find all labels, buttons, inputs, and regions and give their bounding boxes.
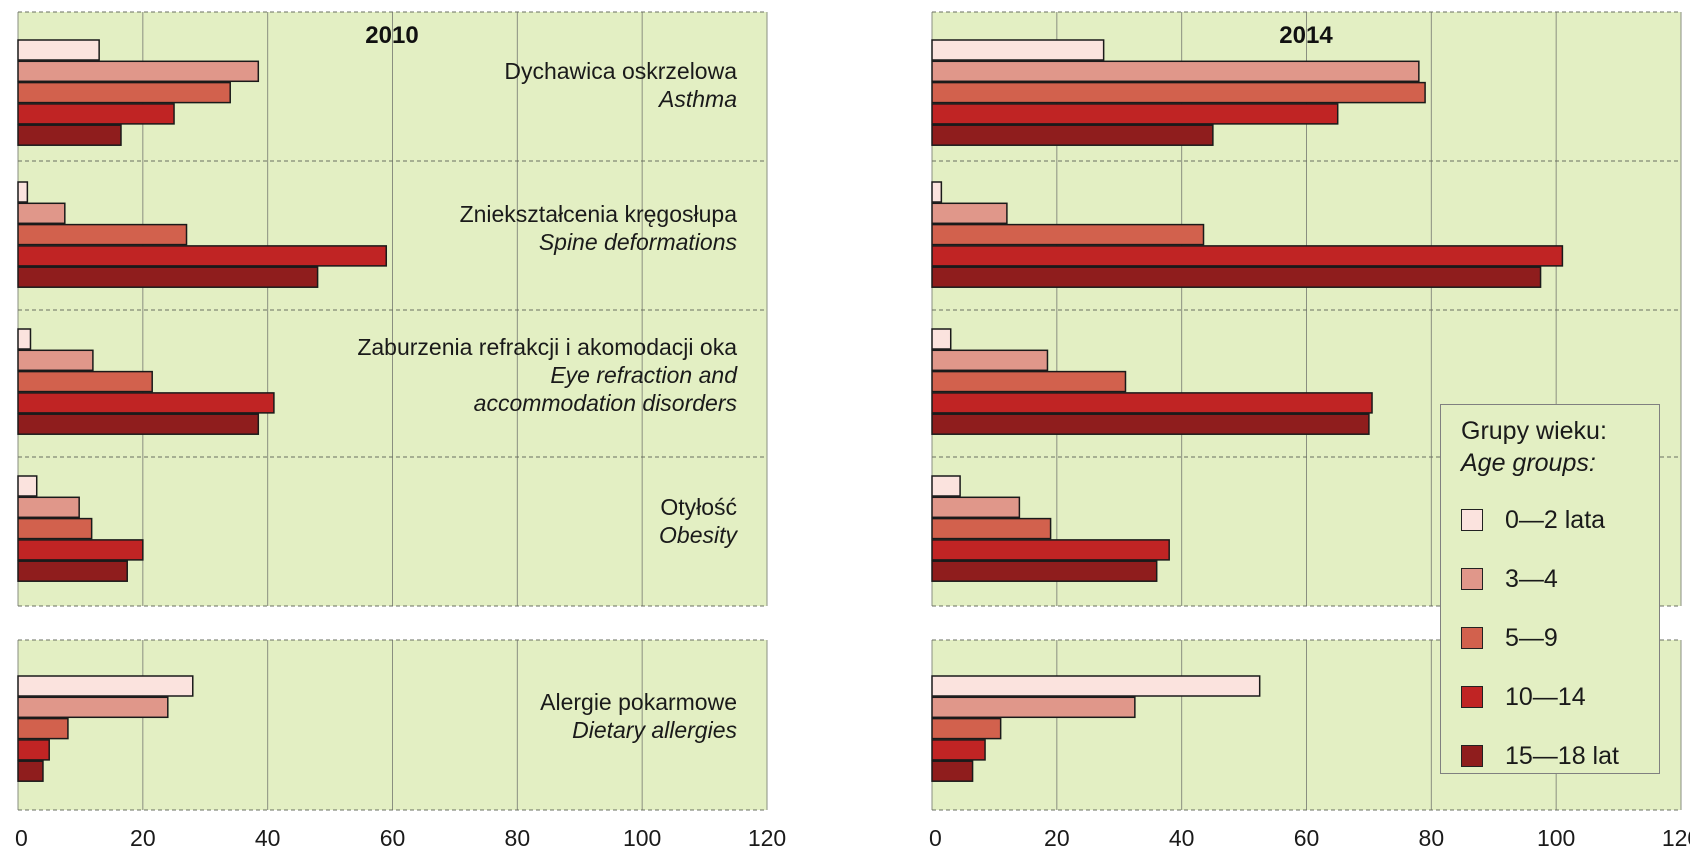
- bar: [931, 266, 1542, 288]
- legend-swatch: [1461, 509, 1483, 531]
- category-label-pl: Alergie pokarmowe: [540, 689, 737, 715]
- bar: [931, 739, 986, 761]
- legend-item: 0—2 lata: [1461, 505, 1606, 534]
- legend-label: 10—14: [1505, 682, 1586, 711]
- x-tick-label: 100: [623, 825, 661, 851]
- bar: [17, 560, 128, 582]
- x-tick-label: 120: [1662, 825, 1690, 851]
- legend-item: 3—4: [1461, 564, 1558, 593]
- bar: [931, 370, 1127, 393]
- x-tick-label: 60: [380, 825, 406, 851]
- legend-swatch: [1461, 745, 1483, 767]
- bar: [17, 496, 80, 519]
- bar: [931, 760, 974, 782]
- bar: [17, 539, 144, 561]
- bar: [17, 81, 231, 104]
- bar: [931, 496, 1021, 519]
- bar: [931, 675, 1261, 697]
- category-label-en: Obesity: [659, 522, 738, 548]
- x-tick-label: 120: [748, 825, 786, 851]
- x-tick-label: 20: [130, 825, 156, 851]
- x-tick-label: 80: [505, 825, 531, 851]
- category-label-pl: Dychawica oskrzelowa: [504, 58, 737, 84]
- bar: [17, 717, 69, 740]
- legend-swatch: [1461, 627, 1483, 649]
- legend-item: 10—14: [1461, 682, 1586, 711]
- chart-title: 2010: [365, 22, 418, 49]
- legend-item: 5—9: [1461, 623, 1558, 652]
- legend: Grupy wieku: Age groups: 0—2 lata 3—4 5—…: [1440, 404, 1660, 774]
- bar: [17, 675, 194, 697]
- legend-swatch: [1461, 568, 1483, 590]
- bar: [17, 517, 93, 540]
- legend-label: 15—18 lat: [1505, 741, 1619, 770]
- bar: [931, 413, 1370, 435]
- x-tick-label: 80: [1419, 825, 1445, 851]
- category-label-en: Dietary allergies: [572, 717, 737, 743]
- bar: [931, 202, 1008, 225]
- x-tick-label: 0: [929, 825, 942, 851]
- bar: [17, 328, 32, 350]
- x-tick-label: 0: [15, 825, 28, 851]
- category-label-en: Asthma: [657, 86, 737, 112]
- bar: [17, 349, 94, 372]
- category-label-pl: Zaburzenia refrakcji i akomodacji oka: [357, 334, 737, 360]
- category-label-en: Spine deformations: [539, 229, 738, 255]
- x-tick-label: 40: [1169, 825, 1195, 851]
- bar: [931, 392, 1373, 414]
- bar: [931, 245, 1564, 267]
- bar: [17, 475, 38, 497]
- category-label-en: accommodation disorders: [474, 390, 738, 416]
- bar: [931, 560, 1158, 582]
- bar: [931, 517, 1052, 540]
- bar: [931, 475, 961, 497]
- bar: [931, 539, 1170, 561]
- bar: [931, 349, 1049, 372]
- legend-item: 15—18 lat: [1461, 741, 1619, 770]
- bar: [931, 124, 1214, 146]
- legend-label: 5—9: [1505, 623, 1558, 652]
- bar: [17, 392, 275, 414]
- bar: [17, 103, 175, 125]
- bar: [17, 181, 29, 203]
- bar: [17, 60, 260, 83]
- legend-swatch: [1461, 686, 1483, 708]
- x-tick-label: 60: [1294, 825, 1320, 851]
- bar: [17, 266, 319, 288]
- chart-title: 2014: [1279, 22, 1333, 49]
- bar: [931, 81, 1426, 104]
- bar: [931, 223, 1205, 246]
- bar: [17, 124, 122, 146]
- x-tick-label: 40: [255, 825, 281, 851]
- bar: [17, 739, 50, 761]
- bar: [17, 413, 260, 435]
- category-label-pl: Otyłość: [660, 494, 737, 520]
- bar: [17, 696, 169, 719]
- bar: [17, 39, 100, 61]
- bar: [17, 245, 388, 267]
- category-label-en: Eye refraction and: [550, 362, 738, 388]
- legend-label: 0—2 lata: [1505, 505, 1606, 534]
- bar: [931, 60, 1420, 83]
- bar: [931, 717, 1002, 740]
- x-tick-label: 100: [1537, 825, 1575, 851]
- legend-title: Grupy wieku:: [1461, 417, 1607, 445]
- bar: [931, 181, 943, 203]
- legend-subtitle: Age groups:: [1461, 449, 1596, 477]
- bar: [931, 39, 1105, 61]
- bar: [931, 328, 952, 350]
- legend-label: 3—4: [1505, 564, 1558, 593]
- bar: [17, 202, 66, 225]
- bar: [17, 223, 188, 246]
- bar: [931, 696, 1136, 719]
- x-tick-label: 20: [1044, 825, 1070, 851]
- bar: [17, 370, 153, 393]
- category-label-pl: Zniekształcenia kręgosłupa: [460, 201, 738, 227]
- bar: [931, 103, 1339, 125]
- bar: [17, 760, 44, 782]
